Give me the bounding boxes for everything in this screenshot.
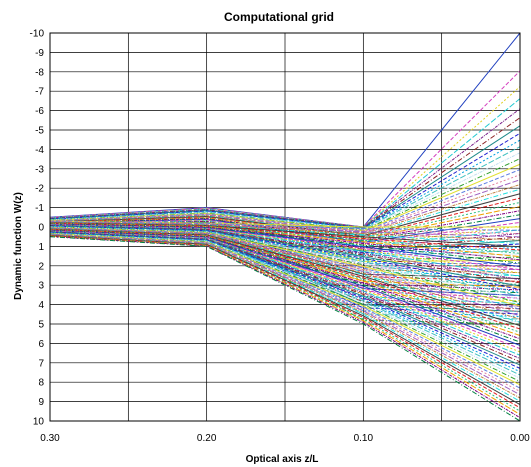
y-tick-label: -9 bbox=[35, 48, 44, 59]
series-line bbox=[49, 235, 521, 415]
y-tick-label: -1 bbox=[35, 203, 44, 214]
series-line bbox=[49, 228, 521, 320]
series-line bbox=[49, 226, 521, 304]
series-line bbox=[49, 132, 521, 229]
series-line bbox=[49, 229, 521, 294]
series-line bbox=[49, 108, 521, 228]
series-line bbox=[49, 223, 521, 261]
series-line bbox=[49, 226, 521, 297]
series-line bbox=[49, 230, 521, 305]
series-line bbox=[49, 228, 521, 330]
series-line bbox=[49, 234, 521, 399]
y-tick-label: 0 bbox=[38, 223, 44, 234]
series-line bbox=[49, 221, 521, 251]
x-tick-label: 0.30 bbox=[40, 433, 60, 444]
series-line bbox=[49, 221, 521, 238]
y-tick-label: -7 bbox=[35, 87, 44, 98]
series-line bbox=[49, 220, 521, 248]
y-tick-label: 1 bbox=[38, 242, 44, 253]
series-line bbox=[49, 225, 521, 290]
series-line bbox=[49, 223, 521, 258]
y-tick-label: -6 bbox=[35, 106, 44, 117]
series-line bbox=[49, 224, 521, 277]
series-line bbox=[49, 232, 521, 379]
y-tick-label: 2 bbox=[38, 261, 44, 272]
y-tick-label: 7 bbox=[38, 358, 44, 369]
series-line bbox=[49, 117, 521, 229]
series-line bbox=[49, 221, 521, 244]
y-tick-label: 10 bbox=[33, 417, 45, 428]
series-line bbox=[49, 235, 521, 419]
series-line bbox=[49, 158, 521, 231]
series-line bbox=[49, 233, 521, 382]
series-line bbox=[49, 227, 521, 277]
y-tick-label: -5 bbox=[35, 126, 44, 137]
series-line bbox=[49, 235, 521, 409]
x-tick-label: 0.20 bbox=[197, 433, 217, 444]
y-tick-label: -10 bbox=[30, 29, 45, 40]
x-axis-ticks: 0.30 0.20 0.10 0.00 bbox=[40, 433, 530, 444]
y-tick-label: -4 bbox=[35, 145, 44, 156]
series-line bbox=[49, 229, 521, 343]
chart-title: Computational grid bbox=[224, 10, 334, 24]
series-line bbox=[49, 222, 521, 254]
series-line bbox=[49, 174, 521, 233]
series-line bbox=[49, 219, 521, 246]
series-line bbox=[49, 227, 521, 317]
x-axis-label: Optical axis z/L bbox=[246, 454, 319, 465]
series-line bbox=[49, 222, 521, 251]
series-line bbox=[49, 228, 521, 323]
y-axis-label: Dynamic function W(z) bbox=[13, 192, 24, 300]
series-line bbox=[49, 224, 521, 271]
y-tick-label: -3 bbox=[35, 164, 44, 175]
series-line bbox=[49, 229, 521, 340]
series-line bbox=[49, 232, 521, 376]
series-line bbox=[49, 139, 521, 230]
x-tick-label: 0.10 bbox=[354, 433, 374, 444]
series-line bbox=[49, 223, 521, 264]
series-line bbox=[49, 220, 521, 231]
series-line bbox=[49, 232, 521, 373]
series-line bbox=[49, 234, 521, 396]
series-line bbox=[49, 231, 521, 369]
y-tick-label: -2 bbox=[35, 184, 44, 195]
series-line bbox=[49, 233, 521, 389]
plot-area bbox=[49, 32, 521, 422]
series-line bbox=[49, 231, 521, 359]
series-line bbox=[49, 225, 521, 284]
y-tick-label: 9 bbox=[38, 397, 44, 408]
series-line bbox=[49, 70, 521, 228]
series-line bbox=[49, 230, 521, 350]
series-line bbox=[49, 224, 521, 281]
series-line bbox=[49, 179, 521, 234]
series-line bbox=[49, 169, 521, 233]
series-line bbox=[49, 232, 521, 325]
series-line bbox=[49, 234, 521, 402]
y-tick-label: 6 bbox=[38, 339, 44, 350]
series-line bbox=[49, 229, 521, 336]
series-line bbox=[49, 197, 521, 238]
series-line bbox=[49, 236, 521, 422]
x-tick-label: 0.00 bbox=[510, 433, 530, 444]
y-tick-label: 8 bbox=[38, 378, 44, 389]
series-line bbox=[49, 227, 521, 310]
series-line bbox=[49, 221, 521, 241]
series-line bbox=[49, 229, 521, 302]
series-line bbox=[49, 225, 521, 294]
series-line bbox=[49, 222, 521, 255]
y-tick-label: 4 bbox=[38, 300, 44, 311]
series-line bbox=[49, 214, 521, 242]
series-line bbox=[49, 233, 521, 392]
y-tick-label: -8 bbox=[35, 67, 44, 78]
y-tick-label: 3 bbox=[38, 281, 44, 292]
y-tick-label: 5 bbox=[38, 320, 44, 331]
series-line bbox=[49, 235, 521, 412]
series-line bbox=[49, 226, 521, 300]
series-group bbox=[49, 32, 521, 422]
series-line bbox=[49, 227, 521, 313]
series-line bbox=[49, 152, 521, 231]
